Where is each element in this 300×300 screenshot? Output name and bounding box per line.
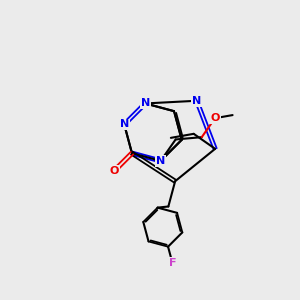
Text: N: N (141, 98, 150, 109)
Text: N: N (120, 119, 129, 130)
Text: F: F (169, 258, 176, 268)
Text: N: N (192, 96, 201, 106)
Text: N: N (156, 156, 165, 166)
Text: O: O (110, 166, 119, 176)
Text: N: N (156, 156, 165, 166)
Text: O: O (210, 113, 220, 123)
